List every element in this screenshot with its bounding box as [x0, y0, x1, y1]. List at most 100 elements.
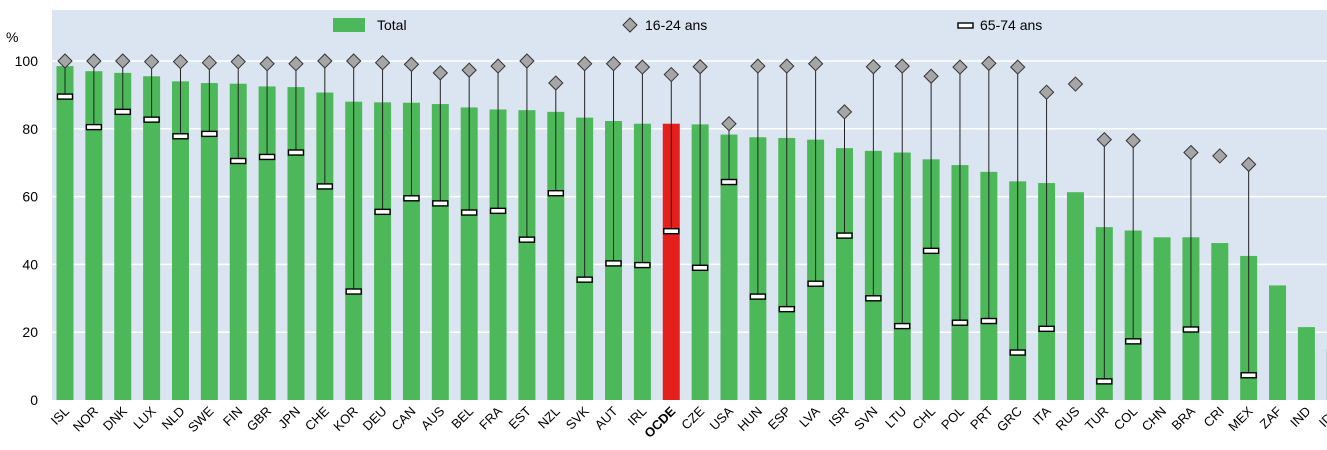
old-marker-lva: [807, 280, 824, 287]
x-tick-label: BRA: [1169, 403, 1199, 433]
x-tick-label: GRC: [994, 404, 1025, 435]
bar-lux: [143, 76, 161, 400]
old-marker-can: [403, 195, 420, 202]
young-marker-bel: [461, 62, 477, 78]
young-marker-lva: [807, 56, 824, 72]
x-tick-label: IND: [1287, 404, 1313, 430]
young-marker-dnk: [115, 53, 131, 69]
legend-dash-icon: [957, 22, 974, 29]
x-tick-label: PRT: [967, 403, 996, 432]
x-tick-label: AUT: [592, 403, 621, 432]
y-tick-label: 60: [22, 189, 38, 205]
legend: Total 16-24 ans 65-74 ans: [333, 17, 1042, 33]
x-tick-label: TUR: [1082, 404, 1111, 433]
old-marker-kor: [345, 288, 362, 295]
old-markers: [56, 93, 1257, 385]
old-marker-che: [316, 183, 334, 190]
young-marker-isl: [57, 53, 73, 69]
x-tick-label: CHL: [909, 404, 938, 433]
young-marker-ltu: [894, 58, 910, 74]
old-marker-ita: [1038, 325, 1055, 333]
old-marker-fra: [489, 207, 507, 215]
bar-isl: [56, 66, 74, 401]
young-marker-esp: [779, 58, 795, 74]
young-marker-nld: [172, 53, 189, 70]
young-marker-rus: [1067, 76, 1084, 92]
bar-jpn: [287, 87, 305, 400]
bar-che: [316, 92, 334, 400]
x-tick-label: SWE: [185, 403, 217, 435]
young-marker-lux: [143, 53, 160, 70]
bar-deu: [374, 102, 392, 400]
x-tick-label: DEU: [360, 404, 390, 434]
y-tick-label: 80: [22, 121, 38, 137]
y-tick-label: 20: [22, 324, 38, 340]
bar-zaf: [1269, 285, 1287, 400]
x-tick-label: CHN: [1139, 404, 1170, 435]
old-marker-nor: [85, 123, 103, 131]
x-tick-label: NLD: [159, 404, 188, 433]
young-markers: [57, 53, 1257, 173]
old-marker-nzl: [547, 190, 564, 197]
x-tick-label: LVA: [796, 403, 823, 430]
bar-fra: [489, 109, 507, 401]
old-marker-fin: [230, 157, 247, 165]
x-tick-label: IDN: [1316, 404, 1327, 430]
young-marker-mex: [1240, 156, 1257, 173]
x-tick-label: USA: [707, 403, 737, 433]
old-marker-cze: [691, 264, 709, 271]
young-marker-chl: [923, 68, 939, 84]
young-marker-gbr: [259, 56, 275, 72]
old-marker-deu: [374, 208, 391, 216]
x-tick-label: EST: [506, 403, 535, 432]
young-marker-est: [519, 53, 535, 69]
old-marker-mex: [1240, 372, 1257, 379]
old-marker-ltu: [894, 322, 911, 330]
old-marker-bel: [460, 209, 478, 216]
old-marker-prt: [980, 317, 998, 325]
bar-aus: [431, 104, 449, 400]
y-tick-label: 0: [30, 392, 38, 408]
x-tick-label: NZL: [535, 404, 563, 432]
old-marker-pol: [951, 319, 969, 326]
old-marker-ocde: [663, 227, 680, 235]
legend-label-young: 16-24 ans: [645, 17, 707, 33]
young-marker-jpn: [288, 56, 304, 72]
young-marker-ita: [1038, 84, 1055, 100]
old-marker-est: [518, 236, 536, 243]
range-lines: [64, 61, 1250, 382]
bar-usa: [720, 134, 738, 401]
legend-label-total: Total: [377, 17, 407, 33]
bar-nzl: [547, 111, 565, 400]
young-marker-hun: [750, 58, 766, 74]
y-axis-ticks: 0 20 40 60 80 100: [15, 53, 39, 408]
young-marker-cze: [692, 59, 708, 75]
old-marker-hun: [749, 293, 767, 300]
x-tick-label: CAN: [389, 404, 419, 434]
x-tick-label: MEX: [1225, 403, 1256, 434]
old-marker-grc: [1009, 349, 1026, 356]
old-marker-aut: [605, 260, 622, 267]
x-tick-label: SVK: [563, 403, 592, 432]
young-marker-fin: [230, 53, 246, 70]
x-tick-label: CRI: [1200, 404, 1226, 430]
young-marker-deu: [374, 54, 391, 71]
old-marker-nld: [172, 133, 189, 140]
young-marker-fra: [490, 58, 506, 74]
bar-chl: [922, 159, 940, 400]
bar-dnk: [114, 72, 132, 401]
x-tick-label: NOR: [70, 404, 101, 435]
bar-nld: [171, 81, 189, 400]
young-marker-che: [317, 53, 333, 69]
old-marker-isr: [836, 232, 853, 239]
x-tick-label: HUN: [734, 404, 765, 435]
old-marker-swe: [201, 130, 218, 138]
young-marker-nor: [86, 53, 102, 69]
x-tick-label: DNK: [100, 403, 130, 433]
young-marker-col: [1125, 132, 1141, 149]
x-tick-label: KOR: [330, 404, 361, 435]
old-marker-irl: [634, 261, 651, 269]
bar-nor: [85, 71, 103, 401]
